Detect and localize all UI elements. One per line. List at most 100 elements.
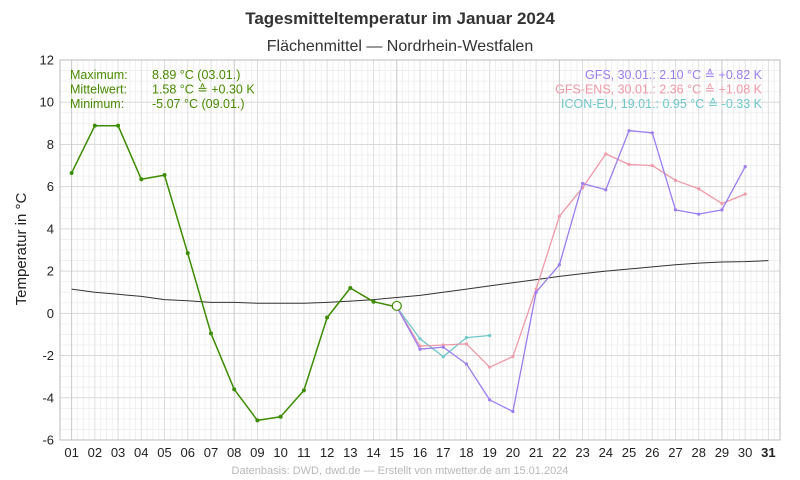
data-point-icon_eu — [441, 355, 445, 359]
x-tick-label: 02 — [88, 445, 102, 460]
data-point-observed — [348, 286, 353, 290]
x-tick-label: 16 — [413, 445, 427, 460]
data-point-gfs — [720, 208, 724, 212]
current-value-marker — [391, 300, 402, 312]
footer-credit: Datenbasis: DWD, dwd.de — Erstellt von m… — [232, 465, 569, 477]
y-tick-label: 0 — [47, 306, 54, 321]
x-tick-label: 14 — [366, 445, 380, 460]
data-point-gfs_ens — [604, 152, 608, 156]
x-tick-label: 24 — [599, 445, 613, 460]
x-tick-label: 18 — [459, 445, 473, 460]
data-point-icon_eu — [418, 337, 422, 341]
data-point-gfs — [697, 212, 701, 216]
data-point-gfs_ens — [673, 178, 678, 182]
x-tick-label: 01 — [64, 445, 78, 460]
data-point-observed — [139, 177, 144, 182]
series-lines — [69, 123, 769, 423]
data-point-gfs_ens — [488, 365, 492, 369]
y-tick-label: 6 — [47, 179, 54, 194]
data-point-gfs — [488, 398, 492, 402]
legend-entry-icon_eu: ICON-EU, 19.01.: 0.95 °C ≙ -0.33 K — [561, 97, 763, 111]
x-tick-label: 17 — [436, 445, 450, 460]
data-point-gfs — [604, 188, 608, 192]
chart-subtitle: Flächenmittel — Nordrhein-Westfalen — [267, 38, 533, 55]
x-tick-label: 12 — [320, 445, 334, 460]
x-tick-label: 13 — [343, 445, 357, 460]
x-tick-label: 20 — [506, 445, 520, 460]
stats-value: -5.07 °C (09.01.) — [152, 97, 245, 111]
x-tick-label: 28 — [691, 445, 705, 460]
y-axis-label: Temperatur in °C — [13, 192, 30, 305]
x-tick-label: 05 — [157, 445, 171, 460]
x-tick-label: 06 — [181, 445, 195, 460]
x-tick-label: 08 — [227, 445, 241, 460]
series-line-gfs — [396, 130, 746, 413]
x-tick-label: 30 — [738, 445, 752, 460]
data-point-gfs — [580, 181, 585, 186]
data-point-gfs — [534, 290, 538, 294]
x-tick-label: 07 — [204, 445, 218, 460]
x-tick-label: 29 — [715, 445, 729, 460]
x-tick-label: 27 — [668, 445, 682, 460]
x-tick-label: 21 — [529, 445, 543, 460]
stats-value: 1.58 °C ≙ +0.30 K — [152, 83, 255, 97]
y-tick-label: 8 — [47, 137, 54, 152]
data-point-gfs_ens — [743, 192, 747, 196]
data-point-icon_eu — [488, 333, 492, 338]
data-point-gfs_ens — [511, 355, 515, 359]
series-line-climate — [71, 260, 769, 304]
data-point-observed — [69, 170, 74, 175]
data-point-gfs — [511, 409, 515, 414]
x-tick-label: 25 — [622, 445, 636, 460]
y-tick-label: -4 — [42, 390, 54, 405]
data-point-gfs_ens — [557, 214, 561, 218]
data-point-icon_eu — [464, 336, 469, 340]
y-tick-label: 2 — [47, 264, 54, 279]
y-tick-label: 4 — [47, 221, 54, 236]
data-point-observed — [208, 331, 213, 336]
x-tick-label: 10 — [273, 445, 287, 460]
data-point-gfs — [418, 347, 422, 351]
stats-label: Minimum: — [70, 97, 124, 111]
data-point-gfs_ens — [627, 162, 631, 167]
stats-value: 8.89 °C (03.01.) — [152, 68, 240, 82]
x-tick-label: 11 — [297, 445, 311, 460]
plot-border — [59, 59, 781, 441]
data-point-observed — [116, 123, 121, 128]
stats-label: Mittelwert: — [70, 83, 127, 97]
data-point-gfs — [673, 208, 678, 212]
data-point-observed — [371, 299, 376, 304]
data-point-gfs_ens — [464, 342, 469, 346]
data-point-gfs — [627, 129, 631, 133]
x-tick-label: 22 — [552, 445, 566, 460]
y-tick-label: 10 — [40, 95, 54, 110]
x-tick-label: 23 — [575, 445, 589, 460]
x-tick-label: 26 — [645, 445, 659, 460]
data-point-gfs_ens — [697, 187, 701, 191]
x-tick-label: 03 — [111, 445, 125, 460]
data-point-gfs — [464, 362, 469, 366]
data-point-observed — [232, 387, 237, 392]
data-point-gfs — [441, 345, 445, 349]
chart-title: Tagesmitteltemperatur im Januar 2024 — [245, 9, 555, 28]
data-point-observed — [185, 251, 190, 256]
data-point-gfs — [557, 263, 561, 267]
data-point-observed — [92, 123, 97, 128]
stats-label: Maximum: — [70, 68, 128, 82]
x-tick-label: 09 — [250, 445, 264, 460]
legend-entry-gfs: GFS, 30.01.: 2.10 °C ≙ +0.82 K — [585, 68, 763, 82]
data-point-observed — [278, 414, 283, 419]
data-point-observed — [301, 388, 306, 393]
stats-box: Maximum: 8.89 °C (03.01.) Mittelwert: 1.58 … — [70, 68, 255, 111]
data-point-observed — [255, 418, 260, 423]
data-point-gfs — [743, 165, 747, 169]
data-point-gfs_ens — [650, 163, 654, 168]
x-tick-label: 19 — [482, 445, 496, 460]
x-tick-label: 04 — [134, 445, 148, 460]
x-tick-label: 15 — [390, 445, 404, 460]
grid — [60, 59, 781, 441]
data-point-observed — [162, 173, 167, 178]
